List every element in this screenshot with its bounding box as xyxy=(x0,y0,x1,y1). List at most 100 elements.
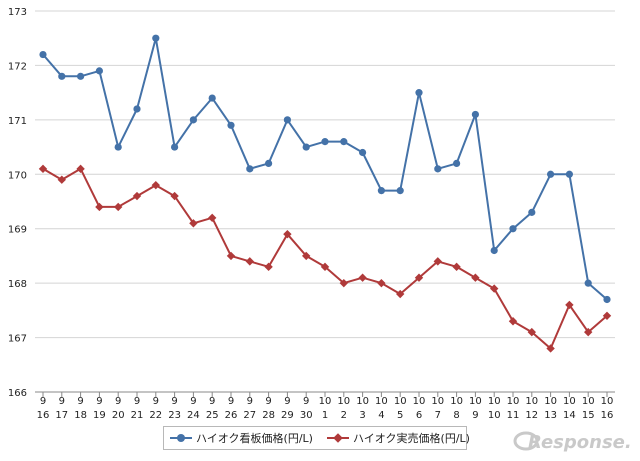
data-point xyxy=(264,262,273,272)
x-tick-day: 22 xyxy=(149,410,162,421)
x-axis-ticks: 9169179189199209219229239249259269279289… xyxy=(37,392,614,421)
data-point xyxy=(246,165,254,173)
data-point xyxy=(471,273,480,282)
x-tick-month: 10 xyxy=(469,396,482,407)
data-point xyxy=(377,278,386,288)
x-tick-month: 10 xyxy=(413,396,426,407)
data-point xyxy=(359,148,367,157)
x-tick-day: 24 xyxy=(187,410,200,421)
data-point xyxy=(189,116,197,124)
x-tick-month: 9 xyxy=(77,396,83,407)
x-tick-day: 29 xyxy=(281,410,294,421)
legend-label-actual: ハイオク実売価格(円/L) xyxy=(352,432,470,445)
data-point xyxy=(208,213,217,223)
x-tick-day: 12 xyxy=(525,410,538,421)
x-tick-day: 21 xyxy=(131,410,144,421)
x-tick-day: 16 xyxy=(37,410,50,421)
data-point xyxy=(434,165,442,173)
data-point xyxy=(396,187,404,195)
circle-marker-icon xyxy=(170,433,192,443)
data-point xyxy=(39,50,47,59)
y-tick-label: 172 xyxy=(8,61,27,72)
x-tick-month: 10 xyxy=(507,396,520,407)
legend-label-signboard: ハイオク看板価格(円/L) xyxy=(196,432,313,445)
x-tick-day: 4 xyxy=(378,410,384,421)
data-point xyxy=(58,72,66,80)
data-point xyxy=(565,300,574,310)
data-point xyxy=(414,273,424,282)
x-tick-month: 9 xyxy=(171,396,177,407)
data-point xyxy=(283,229,292,239)
y-tick-label: 168 xyxy=(8,279,27,290)
data-point xyxy=(320,262,330,272)
data-point xyxy=(584,327,593,337)
x-tick-day: 7 xyxy=(435,410,441,421)
x-tick-month: 9 xyxy=(284,396,290,407)
data-point xyxy=(114,143,122,151)
data-point xyxy=(415,89,423,97)
data-point xyxy=(396,289,405,299)
x-tick-day: 18 xyxy=(74,410,87,421)
data-point xyxy=(227,121,235,129)
x-tick-month: 10 xyxy=(601,396,614,407)
x-tick-month: 9 xyxy=(209,396,215,407)
data-point xyxy=(208,94,216,102)
x-tick-day: 20 xyxy=(112,410,125,421)
y-tick-label: 166 xyxy=(8,388,27,399)
legend-item-actual: ハイオク実売価格(円/L) xyxy=(326,430,470,446)
y-axis-ticks: 166 167 168 169 170 171 172 173 xyxy=(8,7,27,399)
data-point xyxy=(77,72,85,80)
x-tick-month: 10 xyxy=(582,396,595,407)
data-point xyxy=(508,317,518,326)
x-tick-month: 9 xyxy=(40,396,46,407)
series-lines xyxy=(38,34,612,353)
x-tick-month: 9 xyxy=(134,396,140,407)
data-point xyxy=(114,202,123,212)
x-tick-day: 11 xyxy=(507,410,520,421)
watermark-text: Response. xyxy=(528,432,632,453)
diamond-marker-icon xyxy=(326,433,349,443)
x-tick-month: 9 xyxy=(59,396,65,407)
data-point xyxy=(57,175,66,184)
x-tick-day: 8 xyxy=(453,410,459,421)
data-point xyxy=(546,344,555,353)
data-point xyxy=(509,225,517,233)
data-point xyxy=(152,34,160,42)
data-point xyxy=(340,138,348,146)
y-tick-label: 170 xyxy=(8,170,27,181)
x-tick-month: 10 xyxy=(544,396,557,407)
response-logo: Response. xyxy=(513,431,632,453)
x-tick-day: 2 xyxy=(341,410,347,421)
x-tick-day: 19 xyxy=(93,410,106,421)
y-tick-label: 169 xyxy=(8,225,27,236)
data-point xyxy=(452,262,461,272)
data-point xyxy=(189,219,198,228)
x-tick-month: 9 xyxy=(153,396,159,407)
data-point xyxy=(433,257,442,266)
data-point xyxy=(547,170,555,178)
y-tick-label: 171 xyxy=(8,116,27,127)
data-point xyxy=(302,251,311,261)
x-tick-day: 15 xyxy=(582,410,595,421)
x-tick-month: 9 xyxy=(115,396,121,407)
data-point xyxy=(302,143,310,151)
data-point xyxy=(133,105,141,113)
x-tick-day: 1 xyxy=(322,410,328,421)
data-point xyxy=(226,251,236,261)
data-point xyxy=(528,208,536,216)
legend: ハイオク看板価格(円/L) ハイオク実売価格(円/L) xyxy=(163,426,470,450)
data-point xyxy=(358,273,367,282)
x-tick-day: 6 xyxy=(416,410,422,421)
x-tick-month: 10 xyxy=(431,396,444,407)
x-tick-month: 9 xyxy=(265,396,271,407)
data-point xyxy=(283,116,291,124)
x-tick-month: 9 xyxy=(228,396,234,407)
data-point xyxy=(38,164,48,174)
x-tick-month: 9 xyxy=(190,396,196,407)
data-point xyxy=(76,164,85,174)
x-tick-month: 9 xyxy=(96,396,102,407)
data-point xyxy=(171,143,179,151)
x-tick-day: 3 xyxy=(359,410,365,421)
data-point xyxy=(603,295,611,304)
